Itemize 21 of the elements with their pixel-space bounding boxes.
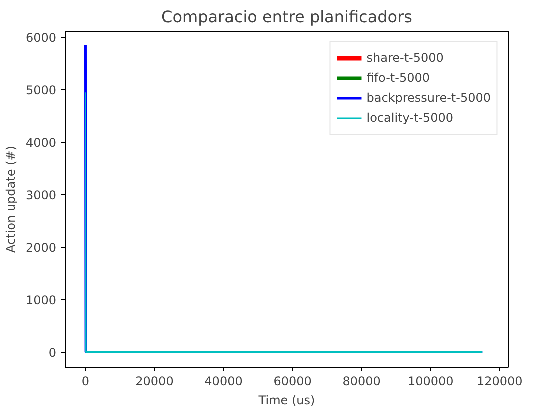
chart-title: Comparacio entre planificadors [162,8,412,26]
y-axis-title: Action update (#) [4,146,18,253]
x-axis-title: Time (us) [258,394,316,408]
legend-label: locality-t-5000 [366,111,454,125]
legend-label: backpressure-t-5000 [366,91,491,105]
y-tick-label: 5000 [26,83,57,98]
y-tick-label: 3000 [26,188,57,202]
legend-label: fifo-t-5000 [366,71,430,85]
y-tick-label: 2000 [26,240,57,255]
x-tick-label: 80000 [342,374,381,388]
y-tick-label: 0 [48,346,57,360]
x-tick-label: 100000 [408,374,454,388]
x-tick-label: 60000 [274,374,312,388]
x-tick-label: 0 [82,374,90,388]
x-tick-label: 120000 [476,374,523,388]
y-tick-label: 6000 [26,31,57,46]
x-tick-label: 20000 [136,374,174,388]
legend-label: share-t-5000 [366,51,444,65]
x-tick-label: 40000 [204,374,243,388]
y-tick-label: 1000 [26,293,57,308]
y-tick-label: 4000 [26,136,57,150]
